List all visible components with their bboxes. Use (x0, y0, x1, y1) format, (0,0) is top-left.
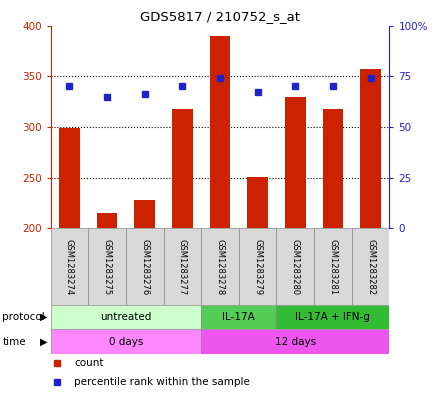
Text: GSM1283280: GSM1283280 (291, 239, 300, 295)
Text: GSM1283279: GSM1283279 (253, 239, 262, 295)
Bar (209, 36, 231, 228)
Bar (97, 213, 117, 228)
Text: 0 days: 0 days (109, 336, 143, 347)
Text: GSM1283276: GSM1283276 (140, 239, 149, 295)
Text: GSM1283281: GSM1283281 (328, 239, 337, 295)
FancyBboxPatch shape (201, 305, 276, 329)
Text: ▶: ▶ (40, 336, 48, 347)
Text: time: time (2, 336, 26, 347)
FancyBboxPatch shape (201, 228, 239, 305)
Bar (360, 69, 381, 228)
FancyBboxPatch shape (88, 228, 126, 305)
Bar (172, 109, 193, 228)
Bar (247, 176, 268, 228)
Text: IL-17A + IFN-g: IL-17A + IFN-g (296, 312, 370, 322)
Text: GSM1283278: GSM1283278 (216, 239, 224, 295)
FancyBboxPatch shape (51, 305, 201, 329)
Text: ▶: ▶ (40, 312, 48, 322)
Text: protocol: protocol (2, 312, 45, 322)
FancyBboxPatch shape (314, 228, 352, 305)
Text: IL-17A: IL-17A (223, 312, 255, 322)
Text: count: count (74, 358, 104, 367)
Text: GSM1283274: GSM1283274 (65, 239, 74, 295)
Text: GSM1283277: GSM1283277 (178, 239, 187, 295)
FancyBboxPatch shape (276, 305, 389, 329)
Bar (59, 128, 80, 228)
Text: GDS5817 / 210752_s_at: GDS5817 / 210752_s_at (140, 10, 300, 23)
FancyBboxPatch shape (276, 228, 314, 305)
FancyBboxPatch shape (239, 228, 276, 305)
Text: GSM1283275: GSM1283275 (103, 239, 112, 295)
FancyBboxPatch shape (201, 329, 389, 354)
FancyBboxPatch shape (51, 228, 88, 305)
FancyBboxPatch shape (126, 228, 164, 305)
Text: percentile rank within the sample: percentile rank within the sample (74, 377, 250, 387)
FancyBboxPatch shape (352, 228, 389, 305)
Bar (285, 97, 306, 228)
FancyBboxPatch shape (164, 228, 201, 305)
Text: GSM1283282: GSM1283282 (366, 239, 375, 295)
Text: 12 days: 12 days (275, 336, 316, 347)
Bar (134, 200, 155, 228)
FancyBboxPatch shape (51, 329, 201, 354)
Text: untreated: untreated (100, 312, 151, 322)
Bar (323, 109, 343, 228)
